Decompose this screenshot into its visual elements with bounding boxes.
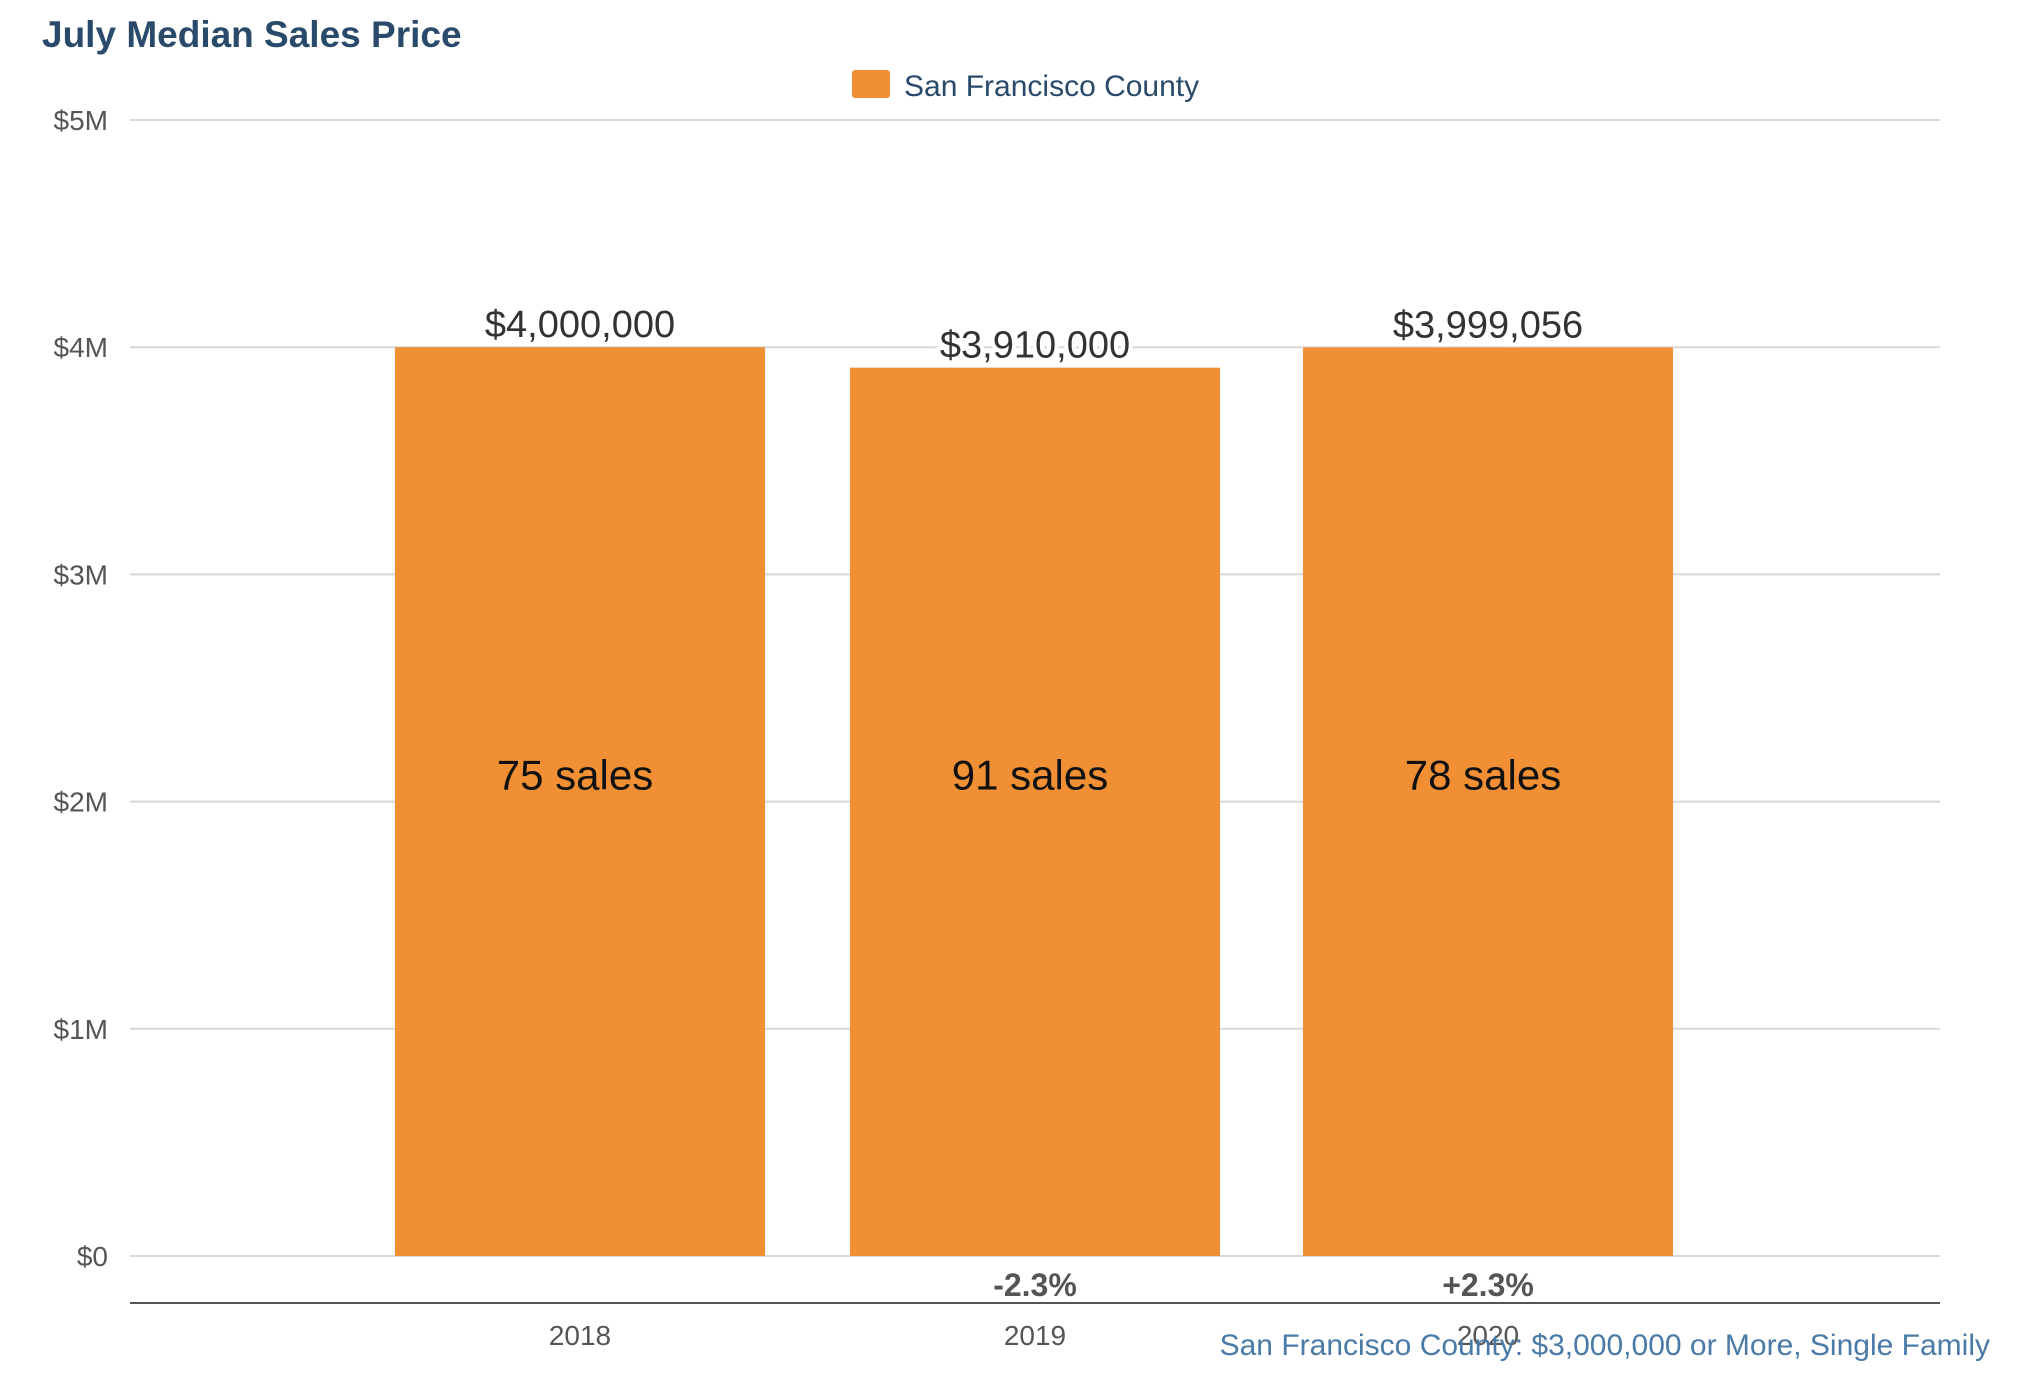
x-tick-label: 2020 — [1457, 1320, 1519, 1351]
y-tick-label: $4M — [54, 332, 108, 363]
bar-2019[interactable] — [850, 367, 1220, 1256]
y-tick-label: $0 — [77, 1241, 108, 1272]
x-tick-label: 2018 — [549, 1320, 611, 1351]
y-tick-label: $3M — [54, 559, 108, 590]
bar-inner-label: 75 sales — [497, 752, 653, 799]
legend-label: San Francisco County — [904, 70, 1199, 103]
bar-value-label: $4,000,000 — [485, 304, 675, 346]
legend-swatch — [852, 70, 890, 98]
bar-value-label: $3,999,056 — [1393, 304, 1583, 346]
bar-inner-label: 91 sales — [952, 752, 1108, 799]
y-tick-label: $1M — [54, 1014, 108, 1045]
y-tick-label: $2M — [54, 787, 108, 818]
change-label: +2.3% — [1442, 1267, 1534, 1303]
x-tick-label: 2019 — [1004, 1320, 1066, 1351]
bar-value-label: $3,910,000 — [940, 325, 1130, 367]
chart-title: July Median Sales Price — [42, 14, 462, 55]
y-tick-label: $5M — [54, 105, 108, 136]
bar-2018[interactable] — [395, 347, 765, 1256]
bar-inner-label: 78 sales — [1405, 752, 1561, 799]
bar-2020[interactable] — [1303, 347, 1673, 1256]
change-label: -2.3% — [993, 1267, 1077, 1303]
chart-footnote: San Francisco County: $3,000,000 or More… — [1220, 1329, 1990, 1362]
